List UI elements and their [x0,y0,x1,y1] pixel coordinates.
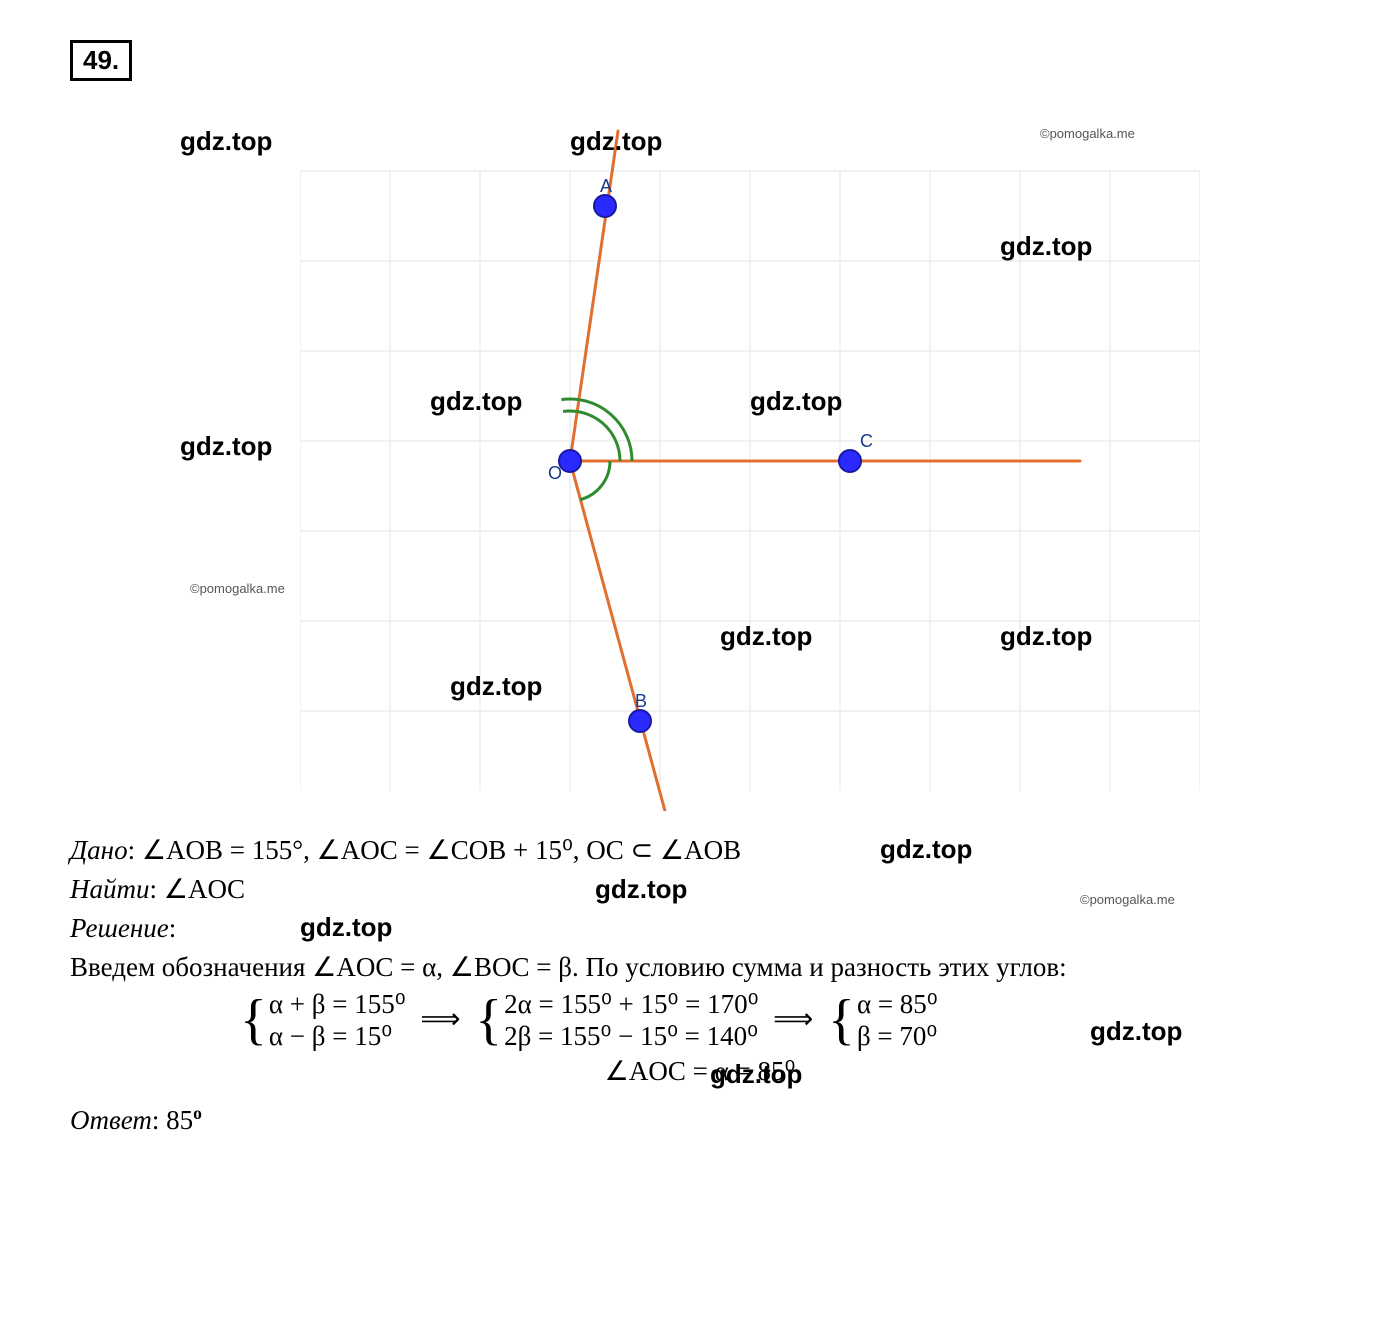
svg-text:A: A [600,176,612,196]
watermark-credit: ©pomogalka.me [190,581,285,596]
sys3-a: α = 85⁰ [857,988,938,1020]
final-equation: ∠AOC = α = 85⁰ [70,1052,1330,1091]
solution-label: Решение [70,913,169,943]
find-label: Найти [70,874,150,904]
sys3-b: β = 70⁰ [857,1020,938,1052]
answer-body: : 85 [152,1105,193,1135]
svg-text:B: B [635,691,647,711]
given-body: : ∠AOB = 155°, ∠AOC = ∠COB + 15⁰, OC ⊂ ∠… [128,835,742,865]
problem-number: 49. [70,40,132,81]
sys1-a: α + β = 155⁰ [269,988,406,1020]
sys1-b: α − β = 15⁰ [269,1020,406,1052]
svg-text:C: C [860,431,873,451]
given-label: Дано [70,835,128,865]
answer-degree: о [193,1103,202,1123]
equation-systems: { α + β = 155⁰ α − β = 15⁰ ⟹ { 2α = 155⁰… [70,988,1330,1053]
solution-intro: Введем обозначения ∠AOC = α, ∠BOC = β. П… [70,948,1330,987]
implies-2: ⟹ [773,1004,813,1035]
geometry-diagram: OACB gdz.topgdz.topgdz.topgdz.topgdz.top… [300,111,1200,811]
solution-colon: : [169,913,177,943]
sys2-b: 2β = 155⁰ − 15⁰ = 140⁰ [504,1020,758,1052]
answer-label: Ответ [70,1105,152,1135]
implies-1: ⟹ [420,1004,460,1035]
solution-text: Дано: ∠AOB = 155°, ∠AOC = ∠COB + 15⁰, OC… [70,831,1330,1141]
diagram-svg: O A C B [300,111,1200,811]
find-body: : ∠AOC [150,874,245,904]
watermark-gdz: gdz.top [180,126,272,157]
sys2-a: 2α = 155⁰ + 15⁰ = 170⁰ [504,988,758,1020]
page-root: 49. OACB gdz.topgdz.topgdz.topgdz.topgdz… [0,0,1400,1344]
svg-text:O: O [548,463,562,483]
watermark-gdz: gdz.top [180,431,272,462]
